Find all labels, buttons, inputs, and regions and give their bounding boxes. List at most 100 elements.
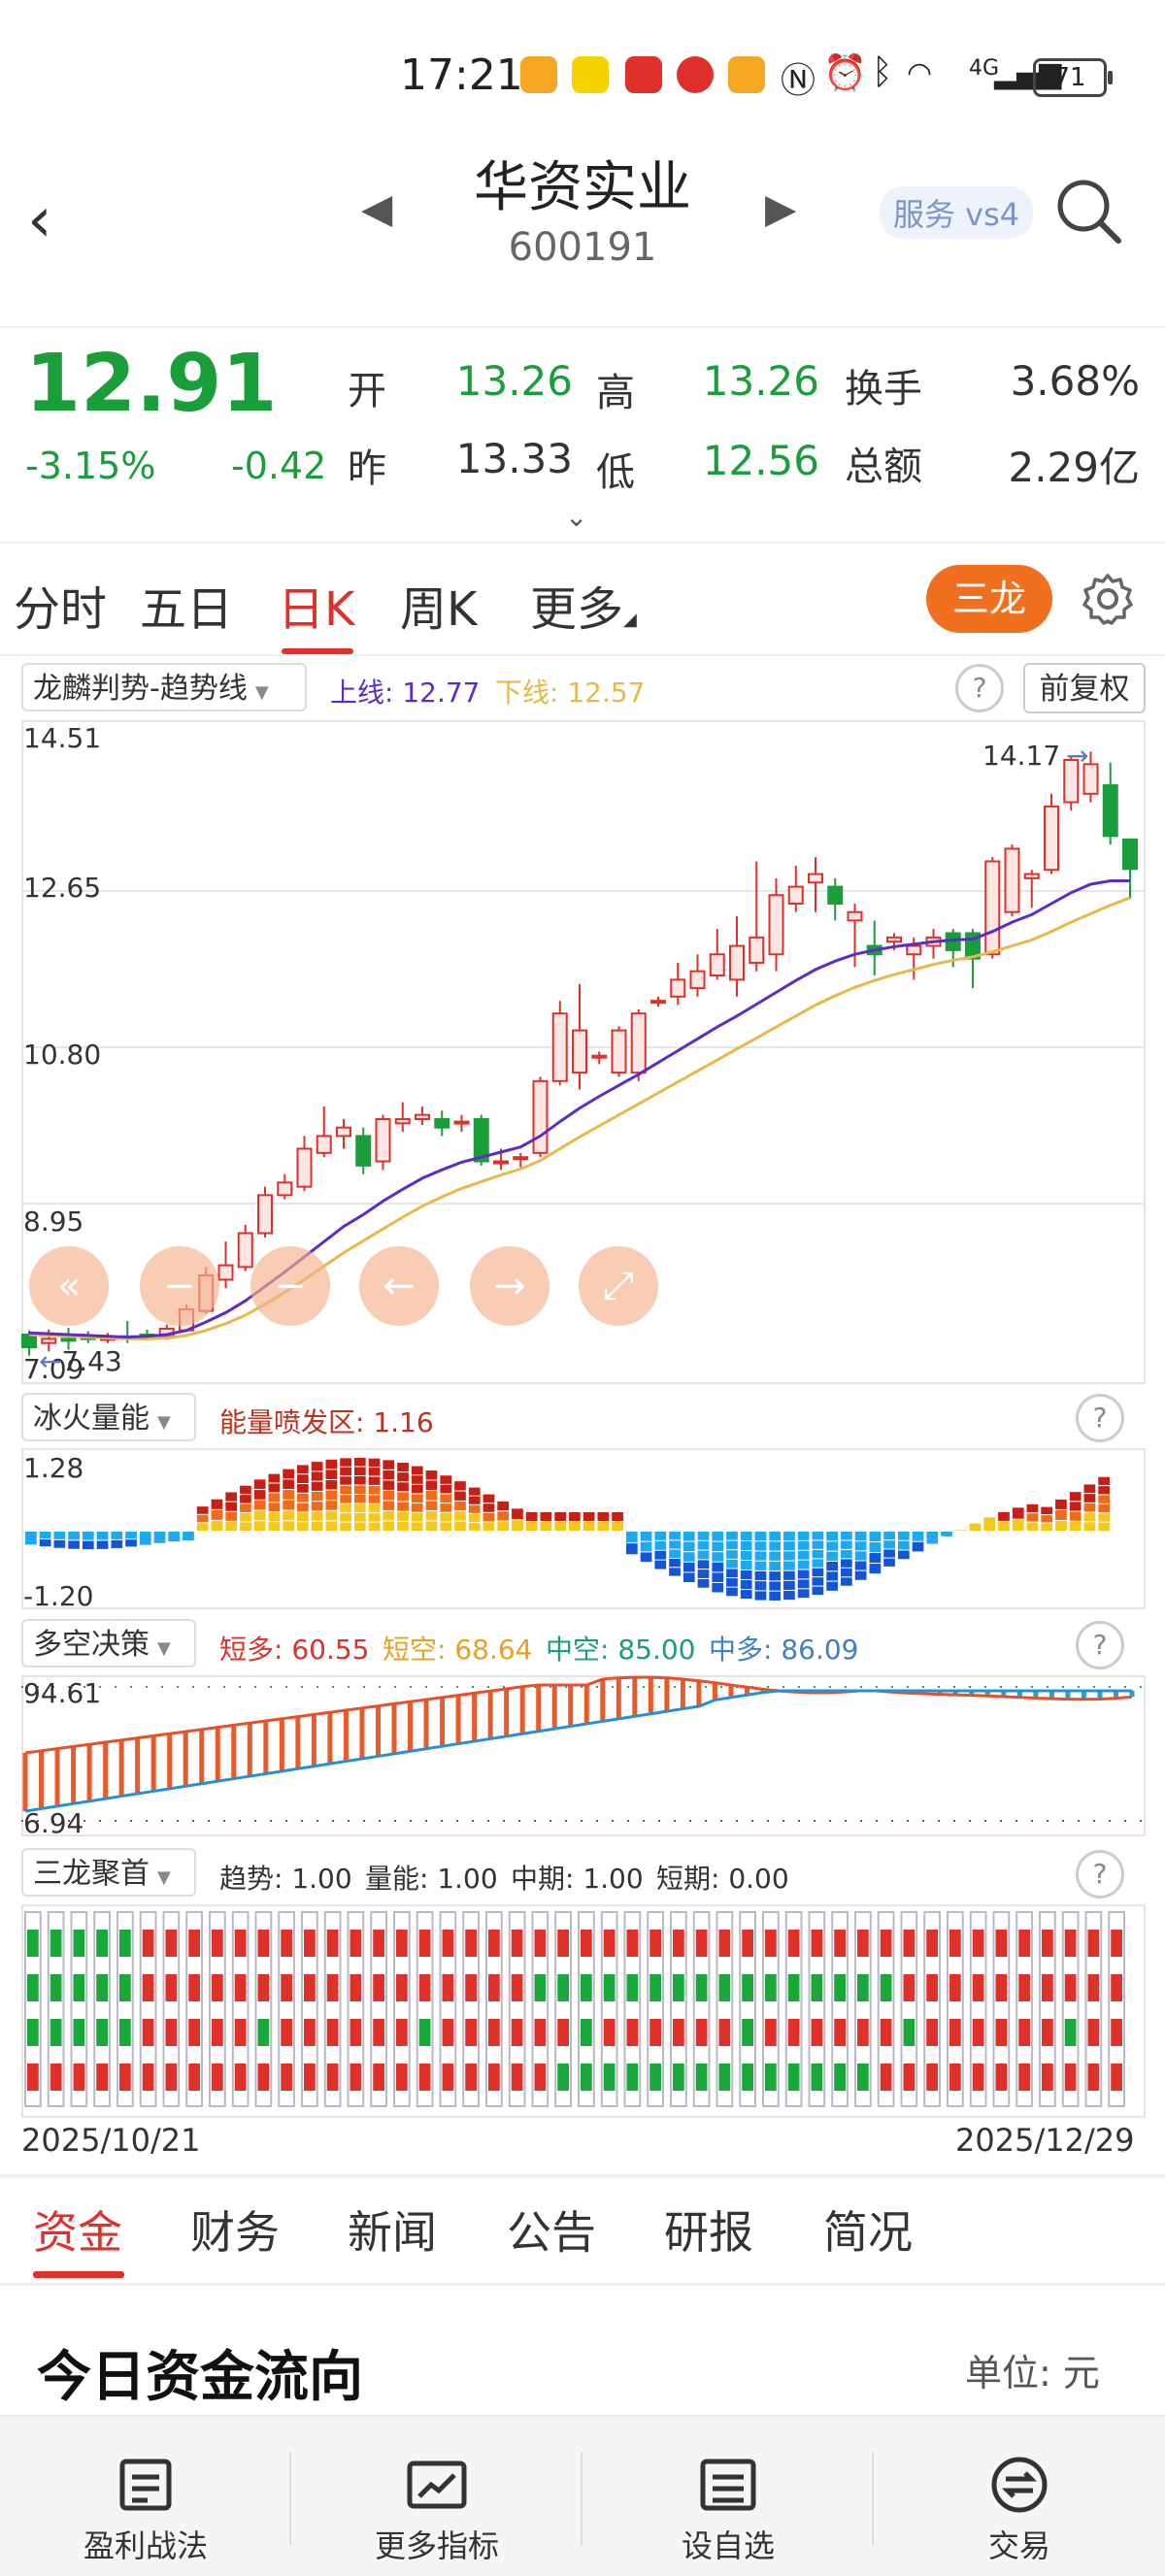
- fullscreen-icon[interactable]: ⤢: [579, 1246, 658, 1326]
- signal-cell: [165, 1974, 178, 2001]
- signal-cell: [995, 1974, 1008, 2001]
- tab-five-day[interactable]: 五日: [140, 582, 234, 637]
- signal-cell: [718, 2064, 731, 2091]
- sanlong-button[interactable]: 三龙: [926, 565, 1052, 633]
- energy-bar: [440, 1494, 452, 1503]
- kline-chart[interactable]: [21, 720, 1146, 1384]
- energy-bar: [297, 1484, 309, 1493]
- back-icon[interactable]: ‹: [27, 184, 52, 256]
- nav-trade[interactable]: 交易: [874, 2417, 1165, 2576]
- help-icon[interactable]: ?: [1076, 1621, 1124, 1669]
- energy-bar: [1041, 1523, 1053, 1531]
- kline-indicator-select[interactable]: 龙麟判势-趋势线 ▼: [21, 663, 307, 711]
- signal-cell: [1111, 1930, 1122, 1957]
- signal-column: [47, 1911, 65, 2107]
- energy-bar: [740, 1580, 752, 1590]
- duokong-indicator-select[interactable]: 多空决策 ▼: [21, 1619, 196, 1668]
- energy-bar: [253, 1500, 266, 1510]
- signal-cell: [857, 1930, 869, 1957]
- tab-profile[interactable]: 简况: [823, 2206, 913, 2259]
- short-line: [24, 1675, 1133, 1755]
- search-icon[interactable]: [1052, 175, 1126, 248]
- energy-bar: [283, 1490, 294, 1500]
- tab-daily-k[interactable]: 日K: [278, 582, 355, 637]
- tab-fund[interactable]: 资金: [33, 2206, 122, 2259]
- tab-news[interactable]: 新闻: [348, 2206, 437, 2259]
- gear-icon[interactable]: [1080, 571, 1136, 627]
- tab-finance[interactable]: 财务: [190, 2206, 280, 2259]
- tab-weekly-k[interactable]: 周K: [400, 582, 478, 637]
- signal-cell: [926, 1930, 938, 1957]
- open-value: 13.26: [455, 357, 573, 405]
- signal-cell: [581, 1930, 592, 1957]
- signal-column: [209, 1911, 226, 2107]
- energy-bar: [483, 1494, 495, 1503]
- energy-bar: [797, 1579, 810, 1589]
- scroll-left-icon[interactable]: ←: [359, 1246, 439, 1326]
- signal-cell: [603, 1974, 616, 2001]
- help-icon[interactable]: ?: [1076, 1850, 1124, 1899]
- energy-bar: [1055, 1520, 1067, 1531]
- signal-cell: [718, 1974, 731, 2001]
- energy-bar: [411, 1475, 423, 1484]
- energy-bar: [325, 1510, 338, 1521]
- scroll-right-icon[interactable]: →: [470, 1246, 549, 1326]
- signal-column: [93, 1911, 111, 2107]
- candle: [886, 936, 902, 943]
- energy-bar: [340, 1495, 351, 1503]
- candle: [572, 1029, 587, 1074]
- service-badge[interactable]: 服务 vs4: [880, 186, 1034, 239]
- adjust-button[interactable]: 前复权: [1023, 663, 1146, 713]
- chevron-down-icon[interactable]: ⌄: [565, 501, 588, 533]
- prev-stock-icon[interactable]: ◀: [361, 184, 393, 232]
- zoom-in-icon[interactable]: −: [250, 1246, 330, 1326]
- energy-bar: [569, 1512, 581, 1521]
- sanlong-indicator-select[interactable]: 三龙聚首 ▼: [21, 1848, 196, 1897]
- signal-cell: [50, 1974, 62, 2001]
- energy-bar: [682, 1562, 695, 1572]
- signal-cell: [234, 1974, 247, 2001]
- signal-cell: [695, 2064, 708, 2091]
- next-stock-icon[interactable]: ▶: [765, 184, 797, 232]
- nav-strategy[interactable]: 盈利战法: [0, 2417, 291, 2576]
- y-tick-label: 12.65: [23, 872, 102, 904]
- nav-more-indicators[interactable]: 更多指标: [291, 2417, 582, 2576]
- zoom-out-icon[interactable]: −: [140, 1246, 219, 1326]
- help-icon[interactable]: ?: [955, 664, 1004, 712]
- energy-bar: [625, 1532, 638, 1543]
- energy-bar: [1083, 1522, 1096, 1531]
- signal-cell: [534, 2019, 547, 2046]
- energy-bar: [983, 1517, 996, 1531]
- volume-value: 能量喷发区: 1.16: [219, 1406, 434, 1438]
- signal-cell: [396, 1974, 408, 2001]
- signal-cell: [695, 2019, 708, 2046]
- rewind-icon[interactable]: «: [29, 1246, 109, 1326]
- signal-cell: [350, 2019, 362, 2046]
- energy-bar: [368, 1476, 381, 1485]
- volume-indicator-select[interactable]: 冰火量能 ▼: [21, 1393, 196, 1441]
- tab-more[interactable]: 更多◢: [530, 571, 637, 639]
- energy-bar: [1026, 1522, 1039, 1531]
- energy-bar: [1083, 1503, 1096, 1512]
- energy-bar: [797, 1569, 810, 1579]
- energy-bar: [39, 1539, 51, 1547]
- signal-cell: [626, 1930, 639, 1957]
- tab-research[interactable]: 研报: [664, 2206, 753, 2259]
- signal-cell: [603, 2019, 616, 2046]
- signal-cell: [281, 2019, 292, 2046]
- energy-bar: [726, 1559, 738, 1569]
- signal-column: [485, 1911, 503, 2107]
- energy-bar: [211, 1509, 223, 1520]
- energy-bar: [697, 1532, 710, 1540]
- tab-announcement[interactable]: 公告: [507, 2206, 596, 2259]
- energy-bar: [68, 1532, 80, 1540]
- energy-bar: [682, 1541, 695, 1552]
- energy-bar: [769, 1561, 782, 1571]
- signal-cell: [350, 1974, 362, 2001]
- nav-add-watchlist[interactable]: 设自选: [582, 2417, 874, 2576]
- help-icon[interactable]: ?: [1076, 1394, 1124, 1442]
- energy-bar: [468, 1504, 481, 1513]
- volume-chart-frame: [21, 1448, 1146, 1609]
- energy-bar: [569, 1522, 581, 1531]
- tab-intraday[interactable]: 分时: [14, 582, 108, 637]
